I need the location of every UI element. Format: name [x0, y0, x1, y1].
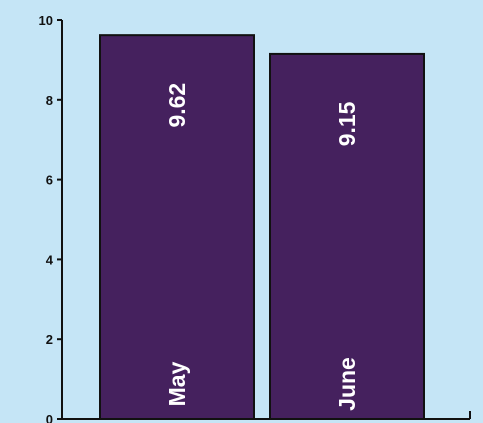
y-tick-label: 0 [46, 412, 53, 423]
y-tick-label: 2 [46, 332, 53, 347]
bar-category-label: May [164, 361, 190, 406]
bar-may [99, 34, 255, 421]
bar-june [269, 52, 425, 420]
bar-value-label: 9.15 [334, 101, 360, 146]
bar-category-label: June [334, 357, 360, 411]
bar-value-label: 9.62 [164, 83, 190, 128]
y-tick-label: 8 [46, 93, 53, 108]
y-tick-label: 4 [46, 252, 54, 267]
y-tick-label: 6 [46, 173, 53, 188]
y-tick-label: 10 [39, 13, 53, 28]
bars: 9.62 May 9.15 June [99, 34, 425, 421]
y-axis: 0 2 4 6 8 10 [39, 13, 63, 423]
